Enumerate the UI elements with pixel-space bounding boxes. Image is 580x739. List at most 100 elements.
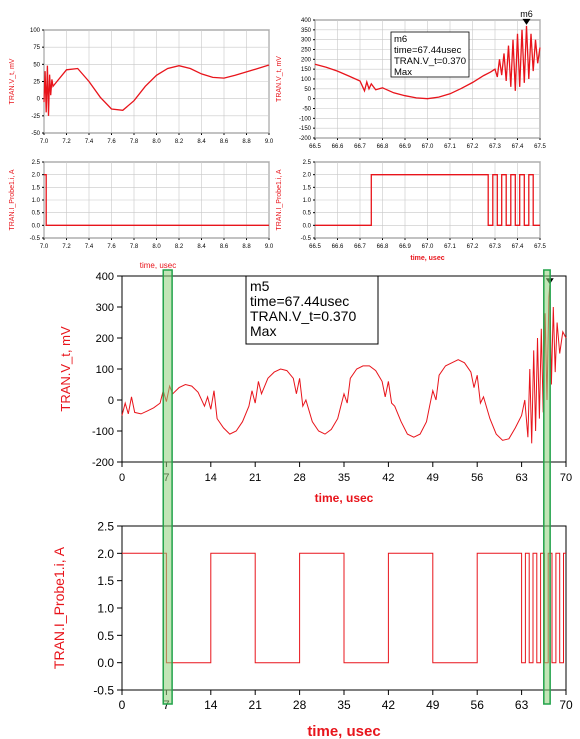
chart-small-current-1: 7.0 7.2 7.4 7.6 7.8 8.0 8.2 8.4 8.6 8.8 9.0 -0.5 0.0… xyxy=(9,160,274,250)
y-tick-label: 2.5 xyxy=(97,520,114,534)
marker-readout xyxy=(390,31,470,78)
x-tick-label: 7.8 xyxy=(130,244,139,250)
y-axis-label: TRAN.V_t, mV xyxy=(9,58,16,104)
y-tick-label: 300 xyxy=(301,38,312,44)
x-tick-label: 8.6 xyxy=(220,244,229,250)
x-tick-label: 56 xyxy=(471,698,485,712)
y-tick-label: -25 xyxy=(31,114,40,120)
x-tick-label: 66.5 xyxy=(309,244,321,250)
x-tick-label: 66.9 xyxy=(399,144,411,150)
y-tick-label: 300 xyxy=(96,302,114,314)
x-tick-label: 35 xyxy=(338,472,350,484)
x-tick-label: 7.6 xyxy=(107,244,116,250)
marker-readout-line: TRAN.V_t=0.370 xyxy=(394,56,466,67)
y-tick-label: 400 xyxy=(96,271,114,283)
marker-readout-line: Max xyxy=(394,67,412,78)
x-tick-label: 66.7 xyxy=(354,144,366,150)
x-tick-label: 7.4 xyxy=(85,139,94,145)
x-tick-label: 42 xyxy=(382,472,394,484)
y-tick-label: 200 xyxy=(301,57,312,63)
x-tick-label: 66.6 xyxy=(332,244,344,250)
x-tick-label: 66.7 xyxy=(354,244,366,250)
y-axis-label: TRAN.V_t, mV xyxy=(58,326,73,412)
x-tick-label: 7.2 xyxy=(62,244,71,250)
y-axis-label: TRAN.I_Probe1.i, A xyxy=(51,546,67,669)
x-tick-label: 8.8 xyxy=(242,139,251,145)
x-axis-label: time, usec xyxy=(307,723,380,739)
marker-readout-line: TRAN.V_t=0.370 xyxy=(250,308,356,324)
y-tick-label: 0.0 xyxy=(32,223,41,229)
x-tick-label: 67.4 xyxy=(512,244,524,250)
chart-small-voltage-2: 66.5 66.6 66.7 66.8 66.9 67.0 67.1 67.2 67.3 67.4… xyxy=(276,9,546,150)
y-tick-label: -0.5 xyxy=(301,236,312,242)
y-tick-label: 2.0 xyxy=(303,173,312,179)
x-tick-label: 56 xyxy=(471,472,483,484)
x-tick-label: 49 xyxy=(426,698,440,712)
y-tick-label: 2.5 xyxy=(303,160,312,166)
y-tick-label: 350 xyxy=(301,28,312,34)
y-tick-label: 0.0 xyxy=(97,656,114,670)
x-tick-label: 67.3 xyxy=(489,144,501,150)
series-line xyxy=(122,552,566,664)
x-tick-label: 66.6 xyxy=(332,144,344,150)
y-tick-label: 0 xyxy=(37,97,41,103)
y-tick-label: 50 xyxy=(304,87,311,93)
y-tick-label: 400 xyxy=(301,18,312,24)
x-tick-label: 70 xyxy=(560,472,572,484)
y-tick-label: 75 xyxy=(33,45,40,51)
chart-large-voltage: 07142128354249566370-200-100010020030040… xyxy=(58,261,572,505)
y-tick-label: 1.0 xyxy=(97,602,114,616)
x-tick-label: 7.0 xyxy=(40,139,49,145)
x-tick-label: 7.6 xyxy=(107,139,116,145)
x-tick-label: 8.0 xyxy=(152,244,161,250)
x-tick-label: 21 xyxy=(249,472,261,484)
y-tick-label: -50 xyxy=(31,131,40,137)
x-tick-label: 67.3 xyxy=(489,244,501,250)
x-tick-label: 67.4 xyxy=(512,144,524,150)
x-tick-label: 14 xyxy=(204,698,218,712)
x-tick-label: 70 xyxy=(559,698,573,712)
y-tick-label: 1.0 xyxy=(32,198,41,204)
marker-readout-line: Max xyxy=(250,323,276,339)
x-axis-label: time, usec xyxy=(410,255,444,262)
y-tick-label: 250 xyxy=(301,48,312,54)
highlight-window-67us xyxy=(543,269,551,705)
y-tick-label: 25 xyxy=(33,80,40,86)
series-line xyxy=(315,174,540,226)
x-tick-label: 8.0 xyxy=(152,139,161,145)
x-tick-label: 28 xyxy=(293,472,305,484)
chart-large-current: 0 7 14 21 28 35 42 49 56 63 70 -0.5 0.0 0.5 1.0 1.5 2.0 2… xyxy=(51,520,573,739)
marker-readout-line: m5 xyxy=(250,278,270,294)
marker-tag: m6 xyxy=(520,9,533,19)
y-axis-label: TRAN.I_Probe1.i, A xyxy=(276,169,283,230)
y-tick-label: 2.0 xyxy=(97,547,114,561)
x-tick-label: 67.2 xyxy=(467,144,479,150)
y-tick-label: 50 xyxy=(33,62,40,68)
chart-small-current-2: 66.5 66.6 66.7 66.8 66.9 67.0 67.1 67.2 67.3 67.4… xyxy=(276,160,546,262)
y-tick-label: 1.0 xyxy=(303,198,312,204)
x-tick-label: 49 xyxy=(427,472,439,484)
x-tick-label: 8.2 xyxy=(175,139,184,145)
y-tick-label: 1.5 xyxy=(97,574,114,588)
top-x-axis-label: time, usec xyxy=(140,261,176,270)
y-tick-label: 0.5 xyxy=(97,629,114,643)
highlight-window-7us xyxy=(162,269,173,705)
x-tick-label: 7.0 xyxy=(40,244,49,250)
series-line xyxy=(121,285,567,444)
y-tick-label: 0.0 xyxy=(303,223,312,229)
y-tick-label: 0 xyxy=(108,395,114,407)
x-tick-label: 67.5 xyxy=(534,144,546,150)
y-tick-label: -100 xyxy=(299,116,312,122)
x-tick-label: 0 xyxy=(119,472,125,484)
x-tick-label: 28 xyxy=(293,698,307,712)
marker-readout xyxy=(245,275,379,345)
series-line xyxy=(314,25,541,100)
x-tick-label: 63 xyxy=(515,698,529,712)
y-axis-label: TRAN.I_Probe1.i, A xyxy=(9,169,16,230)
marker-point xyxy=(522,18,531,25)
x-tick-label: 7.4 xyxy=(85,244,94,250)
y-tick-label: -150 xyxy=(299,126,312,132)
y-tick-label: 100 xyxy=(96,364,114,376)
x-tick-label: 63 xyxy=(515,472,527,484)
